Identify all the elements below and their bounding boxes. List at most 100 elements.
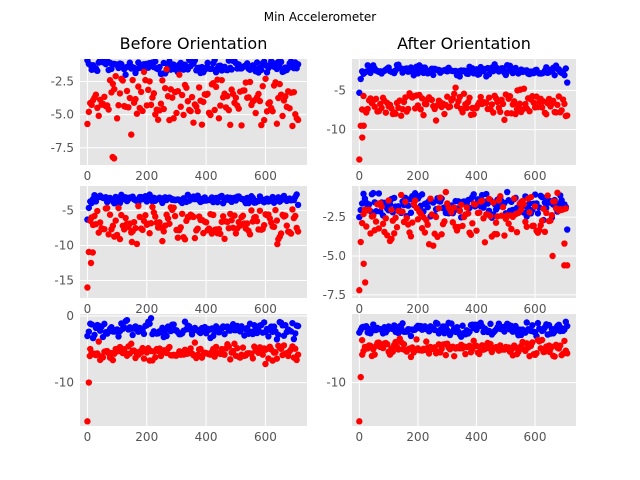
data-point (551, 353, 558, 360)
x-tick-label: 200 (135, 430, 158, 444)
data-point (385, 197, 392, 204)
data-point (485, 195, 493, 203)
data-point (531, 203, 539, 210)
x-tick-label: 0 (84, 169, 92, 183)
data-point (231, 212, 238, 219)
data-point (177, 224, 184, 231)
data-point (194, 225, 201, 232)
data-point (430, 242, 437, 249)
data-point (140, 68, 148, 76)
data-point (136, 213, 143, 221)
data-point (549, 252, 556, 260)
data-point (562, 205, 570, 212)
data-point (145, 86, 152, 94)
data-point (262, 75, 269, 82)
data-point (511, 98, 518, 105)
data-point (262, 360, 269, 368)
x-tick-label: 400 (465, 169, 488, 183)
data-point (176, 71, 183, 78)
data-point (424, 221, 431, 228)
data-point (178, 210, 186, 217)
data-point (418, 191, 426, 198)
data-point (135, 83, 142, 90)
data-point (92, 91, 100, 98)
data-point (292, 212, 299, 220)
data-point (286, 105, 293, 112)
data-point (253, 59, 261, 66)
data-point (147, 101, 155, 109)
data-point (221, 235, 228, 243)
data-point (501, 328, 508, 335)
data-point (207, 111, 214, 119)
data-point (290, 88, 298, 96)
data-point (212, 343, 220, 351)
data-point (91, 212, 98, 220)
data-point (224, 92, 231, 100)
data-point (430, 71, 437, 79)
data-point (477, 93, 484, 101)
data-point (245, 94, 252, 101)
data-point (256, 207, 264, 214)
data-point (459, 222, 466, 230)
data-point (457, 201, 465, 208)
data-point (533, 350, 540, 357)
data-point (217, 102, 224, 109)
y-tick-label: -5.0 (323, 249, 346, 263)
data-point (122, 71, 129, 78)
data-point (99, 354, 107, 361)
data-point (276, 80, 283, 88)
data-point (466, 328, 473, 335)
data-point (365, 201, 373, 208)
data-point (259, 82, 266, 90)
data-point (191, 234, 199, 242)
data-point (294, 61, 302, 68)
data-point (388, 206, 395, 214)
data-point (423, 101, 430, 108)
data-point (258, 121, 265, 129)
data-point (187, 345, 194, 352)
data-point (200, 98, 207, 106)
data-point (227, 356, 234, 363)
data-point (504, 188, 511, 196)
data-point (258, 66, 265, 74)
data-point (442, 188, 450, 196)
data-point (96, 219, 104, 226)
data-point (402, 94, 409, 101)
data-point (129, 331, 136, 339)
data-point (485, 94, 493, 101)
data-point (156, 219, 163, 226)
data-point (287, 230, 295, 237)
data-point (105, 231, 112, 238)
x-tick-label: 600 (254, 169, 277, 183)
data-point (85, 204, 93, 212)
data-point (274, 240, 281, 248)
data-point (361, 279, 369, 286)
data-point (389, 348, 397, 355)
data-point (225, 343, 233, 350)
data-point (190, 213, 197, 221)
data-point (360, 260, 367, 267)
data-point (391, 194, 398, 202)
data-point (140, 330, 148, 338)
data-point (112, 217, 119, 224)
data-point (289, 206, 296, 213)
x-tick-label: 200 (406, 430, 429, 444)
data-point (425, 350, 433, 357)
data-point (441, 218, 448, 225)
data-point (428, 96, 436, 104)
data-point (169, 94, 176, 101)
data-point (156, 63, 163, 71)
data-point (160, 228, 167, 235)
data-point (294, 322, 302, 330)
data-point (442, 351, 450, 359)
data-point (147, 220, 155, 227)
data-point (483, 190, 490, 198)
data-point (448, 320, 455, 327)
data-point (221, 330, 228, 338)
data-point (202, 219, 210, 226)
data-point (246, 231, 254, 238)
data-point (253, 217, 261, 225)
data-point (471, 201, 479, 208)
x-tick-label: 400 (465, 430, 488, 444)
data-point (184, 98, 192, 105)
